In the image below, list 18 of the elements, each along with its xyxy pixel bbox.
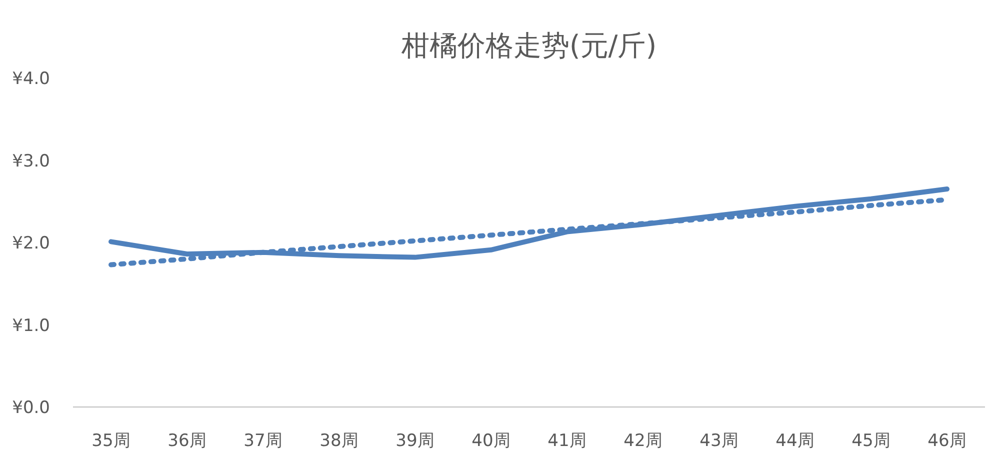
x-tick-label: 46周 <box>928 431 966 451</box>
x-tick-label: 36周 <box>168 431 206 451</box>
x-tick-label: 39周 <box>396 431 434 451</box>
x-tick-label: 44周 <box>776 431 814 451</box>
x-tick-label: 43周 <box>700 431 738 451</box>
x-tick-label: 40周 <box>472 431 510 451</box>
x-tick-label: 41周 <box>548 431 586 451</box>
y-tick-label: ¥1.0 <box>12 316 50 336</box>
chart-title: 柑橘价格走势(元/斤) <box>400 29 657 62</box>
y-tick-label: ¥4.0 <box>12 69 50 89</box>
x-tick-label: 38周 <box>320 431 358 451</box>
x-tick-label: 42周 <box>624 431 662 451</box>
x-tick-label: 35周 <box>92 431 130 451</box>
y-tick-label: ¥2.0 <box>12 234 50 254</box>
x-tick-label: 45周 <box>852 431 890 451</box>
y-tick-label: ¥3.0 <box>12 151 50 172</box>
y-tick-label: ¥0.0 <box>12 398 50 418</box>
x-tick-label: 37周 <box>244 431 282 451</box>
